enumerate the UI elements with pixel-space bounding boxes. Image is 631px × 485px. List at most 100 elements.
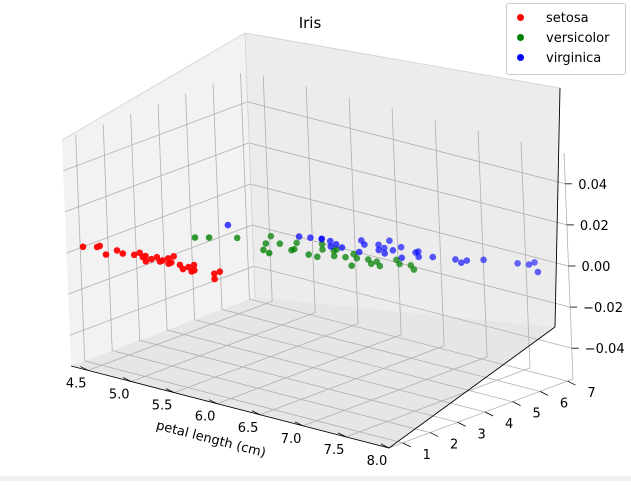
data-point-virginica	[534, 268, 542, 276]
y-tick-label: 3	[478, 427, 486, 442]
x-tick	[208, 399, 218, 405]
legend: setosa versicolor virginica	[506, 3, 626, 75]
data-point-setosa	[119, 250, 127, 257]
z-tick-label: 0.02	[580, 219, 609, 234]
data-point-virginica	[480, 256, 487, 264]
data-point-virginica	[224, 221, 232, 229]
x-tick-label: 6.0	[195, 410, 216, 425]
data-point-virginica	[389, 247, 397, 254]
x-tick-label: 5.0	[109, 388, 130, 403]
y-tick	[484, 411, 494, 417]
x-gridline	[131, 86, 316, 382]
data-point-virginica	[525, 261, 533, 268]
chart-title: Iris	[298, 14, 322, 32]
data-point-virginica	[429, 253, 437, 261]
y-tick	[512, 401, 521, 407]
data-point-setosa	[211, 270, 218, 278]
x-tick	[337, 432, 347, 438]
y-tick	[567, 380, 576, 386]
data-point-versicolor	[276, 240, 284, 247]
data-point-versicolor	[233, 234, 241, 242]
data-point-versicolor	[314, 253, 321, 261]
data-point-setosa	[102, 251, 110, 258]
data-point-virginica	[332, 241, 340, 248]
x-gridline	[88, 75, 273, 371]
y-gridline	[157, 103, 486, 413]
y-tick-label: 2	[450, 438, 458, 453]
data-point-virginica	[514, 260, 521, 267]
data-point-setosa	[79, 243, 87, 251]
x-axis-line	[70, 365, 390, 449]
data-point-virginica	[375, 241, 382, 249]
y-tick-label: 5	[532, 407, 540, 422]
data-point-virginica	[397, 243, 405, 251]
y-tick-label: 1	[423, 448, 431, 463]
z-tick-label: 0.04	[578, 178, 607, 193]
data-point-virginica	[386, 237, 393, 244]
floor-pane	[71, 297, 555, 448]
data-point-virginica	[327, 243, 335, 250]
data-point-versicolor	[260, 246, 267, 254]
data-point-virginica	[355, 248, 363, 256]
data-point-setosa	[142, 252, 149, 260]
data-point-versicolor	[342, 253, 349, 261]
data-point-virginica	[338, 244, 346, 251]
legend-marker-versicolor	[517, 34, 524, 41]
data-point-virginica	[415, 253, 423, 261]
data-point-versicolor	[291, 245, 298, 253]
data-point-virginica	[361, 241, 368, 248]
y-tick	[430, 432, 439, 437]
z-gridline	[63, 101, 566, 185]
z-tick-label: −0.02	[583, 301, 623, 316]
data-point-virginica	[307, 234, 314, 241]
data-point-versicolor	[376, 262, 384, 270]
data-point-virginica	[463, 257, 471, 264]
x-tick	[122, 377, 132, 382]
data-point-versicolor	[410, 266, 418, 273]
data-point-virginica	[452, 256, 459, 263]
legend-item-setosa: setosa	[517, 10, 589, 28]
legend-label-virginica: virginica	[546, 51, 602, 66]
data-point-virginica	[381, 244, 388, 252]
x-tick-label: 4.5	[66, 376, 87, 391]
data-point-virginica	[381, 250, 389, 257]
data-point-setosa	[148, 255, 155, 263]
y-tick-label: 7	[587, 386, 595, 401]
data-point-versicolor	[293, 239, 301, 247]
data-point-setosa	[216, 268, 224, 276]
x-gridline	[388, 152, 574, 449]
pane-back-edge	[244, 32, 256, 298]
x-gridline	[302, 130, 488, 427]
back-pane	[245, 33, 560, 327]
x-gridline	[345, 141, 531, 438]
y-tick	[402, 442, 411, 448]
data-point-setosa	[96, 242, 104, 250]
legend-label-setosa: setosa	[546, 11, 589, 26]
x-tick-label: 6.5	[238, 421, 259, 436]
x-tick	[251, 410, 261, 416]
data-point-virginica	[458, 259, 465, 267]
x-tick-label: 7.5	[324, 443, 345, 458]
y-gridline	[102, 124, 431, 433]
data-point-virginica	[531, 259, 538, 266]
x-gridline	[259, 119, 445, 416]
x-tick-label: 5.5	[152, 399, 173, 414]
x-tick	[294, 421, 304, 427]
legend-marker-setosa	[517, 14, 524, 21]
x-tick	[80, 366, 89, 371]
y-tick	[457, 421, 466, 427]
x-gridline	[173, 97, 359, 393]
y-gridline	[185, 93, 513, 403]
data-point-versicolor	[205, 234, 213, 241]
data-point-virginica	[415, 248, 422, 255]
data-point-setosa	[170, 252, 177, 260]
data-point-setosa	[142, 258, 150, 265]
legend-item-versicolor: versicolor	[517, 30, 609, 48]
data-point-versicolor	[368, 260, 375, 268]
x-tick	[380, 443, 390, 449]
window-bottom-strip	[0, 476, 631, 481]
x-tick-label: 7.0	[281, 432, 302, 447]
data-point-versicolor	[305, 251, 313, 258]
